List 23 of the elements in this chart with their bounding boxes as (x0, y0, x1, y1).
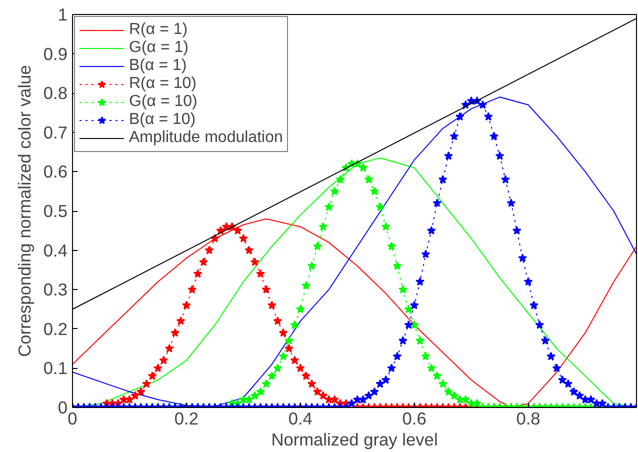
y-tick-label: 0.2 (43, 318, 68, 339)
y-tick-label: 0.7 (43, 122, 68, 142)
x-tick-label: 0.8 (516, 408, 540, 428)
y-axis-title: Corresponding normalized color value (14, 65, 34, 357)
y-tick-label: 0.3 (43, 280, 68, 300)
y-tick-label: 0.6 (43, 162, 68, 182)
y-tick-label: 0.1 (43, 358, 68, 378)
y-tick-label: 0.8 (43, 83, 68, 104)
legend-label: G(α = 1) (129, 39, 188, 57)
legend-label: B(α = 1) (129, 57, 187, 75)
y-tick-label: 0.4 (43, 240, 68, 260)
x-axis-title: Normalized gray level (271, 430, 438, 450)
legend-label: G(α = 10) (129, 93, 198, 111)
y-tick-label: 0.5 (43, 201, 68, 221)
legend-label: Amplitude modulation (129, 129, 283, 147)
x-tick-label: 0.4 (288, 408, 313, 428)
legend-label: B(α = 10) (129, 111, 196, 129)
x-tick-label: 0.6 (402, 408, 426, 428)
x-tick-label: 0.2 (174, 408, 198, 428)
y-tick-label: 0.9 (43, 44, 68, 64)
legend-label: R(α = 1) (129, 21, 188, 39)
y-tick-label: 1 (58, 4, 68, 24)
legend-label: R(α = 10) (129, 75, 196, 93)
